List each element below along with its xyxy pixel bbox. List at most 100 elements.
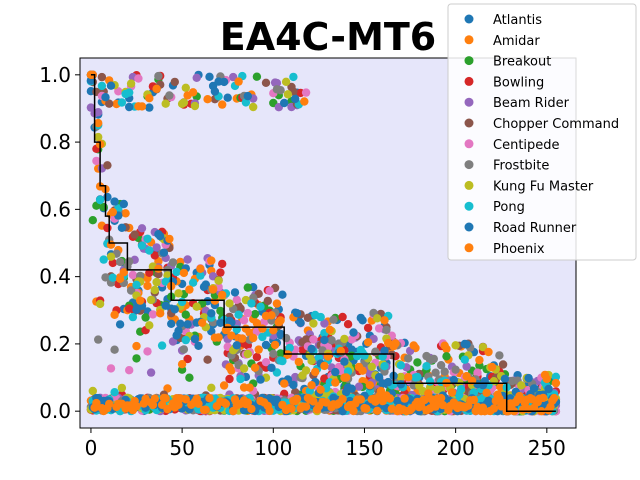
data-point xyxy=(106,252,116,261)
data-point xyxy=(238,334,247,343)
data-point xyxy=(325,325,334,334)
data-point xyxy=(150,394,159,403)
data-point xyxy=(172,267,181,277)
data-point xyxy=(292,309,302,318)
data-point xyxy=(385,394,395,403)
data-point xyxy=(145,268,154,277)
data-point xyxy=(269,349,278,358)
data-point xyxy=(320,335,329,345)
data-point xyxy=(243,398,252,407)
data-point xyxy=(108,207,118,217)
data-point xyxy=(440,367,449,376)
data-point xyxy=(373,314,382,323)
legend-label: Chopper Command xyxy=(493,117,619,132)
data-point xyxy=(539,393,548,403)
data-point xyxy=(436,361,446,370)
data-point xyxy=(128,312,138,322)
data-point xyxy=(108,273,118,282)
data-point xyxy=(252,72,262,81)
x-tick-label: 200 xyxy=(437,436,475,460)
data-point xyxy=(232,341,241,350)
data-point xyxy=(110,388,119,397)
data-point xyxy=(198,318,207,327)
data-point xyxy=(380,346,389,355)
data-point xyxy=(473,368,482,377)
y-tick-label: 0.8 xyxy=(39,130,71,154)
data-point xyxy=(170,77,179,87)
legend-label: Amidar xyxy=(493,34,540,49)
y-tick-label: 0.4 xyxy=(39,265,71,289)
data-point xyxy=(276,349,285,358)
data-point xyxy=(146,295,156,305)
legend: Atlantis Amidar Breakout Bowling Beam Rider C… xyxy=(447,3,637,261)
x-tick-label: 100 xyxy=(254,436,292,460)
data-point xyxy=(145,103,154,112)
legend-marker xyxy=(464,243,474,253)
data-point xyxy=(358,366,367,375)
data-point xyxy=(174,326,183,336)
data-point xyxy=(95,299,105,309)
data-point xyxy=(152,84,161,94)
legend-marker xyxy=(464,14,474,24)
data-point xyxy=(480,377,489,386)
data-point xyxy=(163,404,172,414)
data-point xyxy=(181,310,190,319)
data-point xyxy=(125,366,134,375)
data-point xyxy=(281,77,291,87)
data-point xyxy=(177,297,187,307)
legend-label: Breakout xyxy=(493,55,551,70)
data-point xyxy=(145,94,154,103)
data-point xyxy=(150,285,159,295)
data-point xyxy=(500,374,510,383)
data-point xyxy=(145,246,154,255)
data-point xyxy=(161,301,170,310)
data-point xyxy=(94,335,103,344)
data-point xyxy=(97,81,107,91)
data-point xyxy=(250,309,260,319)
data-point xyxy=(143,234,152,243)
data-point xyxy=(234,310,243,319)
data-point xyxy=(256,302,265,311)
data-point xyxy=(196,264,205,273)
data-point xyxy=(181,83,190,93)
data-point xyxy=(422,362,431,371)
data-point xyxy=(413,372,422,382)
data-point xyxy=(269,326,278,335)
data-point xyxy=(374,373,384,382)
data-point xyxy=(265,406,274,416)
data-point xyxy=(218,100,227,109)
data-point xyxy=(95,195,105,205)
data-point xyxy=(354,382,364,391)
data-point xyxy=(168,337,178,346)
data-point xyxy=(320,361,329,371)
data-point xyxy=(462,340,471,349)
y-tick-label: 0.2 xyxy=(39,332,71,356)
data-point xyxy=(154,71,163,81)
data-point xyxy=(94,132,103,142)
data-point xyxy=(152,277,161,287)
data-point xyxy=(404,354,413,363)
legend-marker xyxy=(464,201,474,211)
data-point xyxy=(218,290,227,300)
data-point xyxy=(117,383,127,393)
step-line xyxy=(90,74,556,412)
data-point xyxy=(245,383,254,392)
data-point xyxy=(165,91,174,100)
data-point xyxy=(283,90,293,99)
data-point xyxy=(498,360,508,369)
data-point xyxy=(451,341,460,350)
legend-label: Frostbite xyxy=(493,159,549,174)
data-point xyxy=(400,394,409,403)
data-point xyxy=(280,98,289,108)
data-point xyxy=(249,102,258,112)
data-point xyxy=(179,345,189,354)
data-point xyxy=(128,270,138,280)
data-point xyxy=(396,372,406,382)
data-point xyxy=(165,234,174,244)
data-point xyxy=(101,93,110,102)
data-point xyxy=(338,312,347,322)
data-point xyxy=(300,97,309,106)
data-point xyxy=(216,268,225,277)
data-point xyxy=(196,271,205,280)
legend-marker xyxy=(464,160,474,170)
